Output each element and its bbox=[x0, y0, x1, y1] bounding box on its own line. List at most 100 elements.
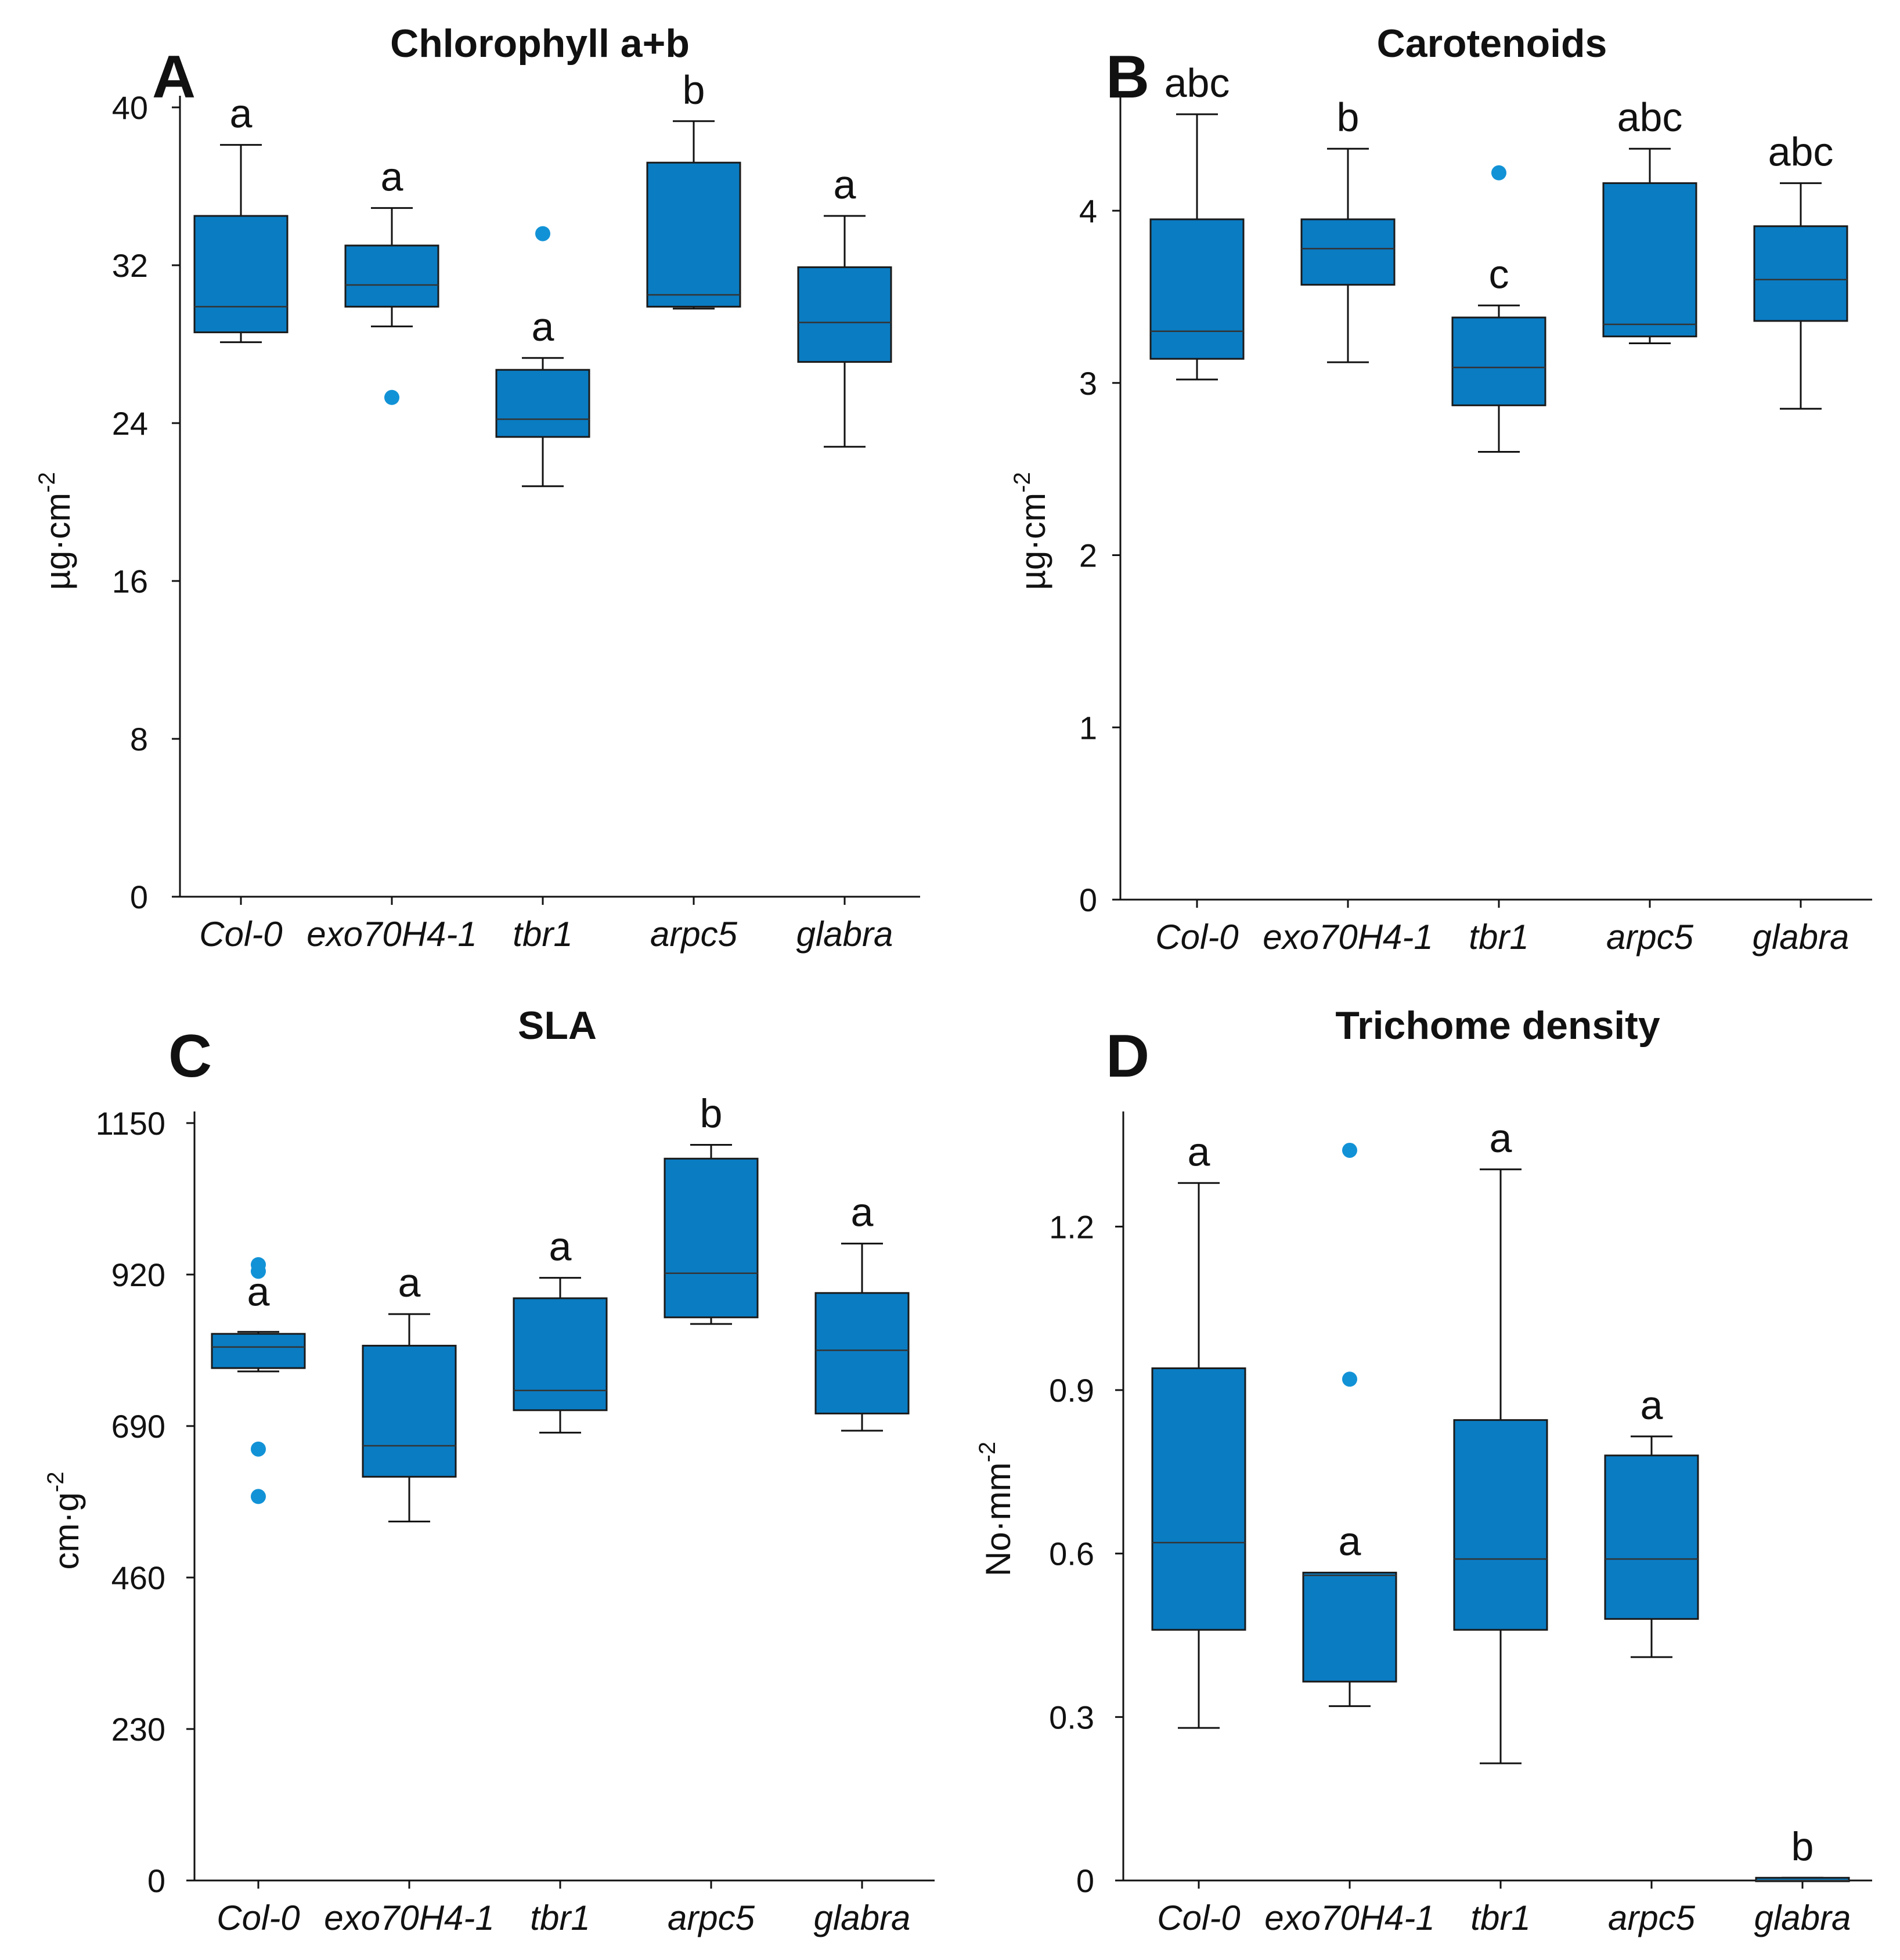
outlier-point bbox=[1342, 1142, 1357, 1158]
box-tbr1 bbox=[1451, 316, 1546, 406]
x-tick-label: tbr1 bbox=[1469, 918, 1528, 956]
significance-letter: a bbox=[549, 1224, 572, 1269]
x-tick-label: tbr1 bbox=[513, 915, 572, 954]
significance-letter: a bbox=[381, 154, 403, 199]
outlier-point bbox=[251, 1489, 266, 1504]
box-Col-0 bbox=[193, 215, 289, 334]
box-glabra bbox=[814, 1292, 910, 1414]
y-tick-label: 0.3 bbox=[1049, 1699, 1094, 1735]
significance-letter: b bbox=[1337, 95, 1360, 140]
box-arpc5 bbox=[664, 1157, 759, 1319]
y-tick-label: 0 bbox=[1079, 882, 1097, 918]
significance-letter: a bbox=[834, 162, 856, 207]
y-tick-label: 230 bbox=[111, 1711, 165, 1748]
x-tick-label: exo70H4-1 bbox=[1263, 918, 1433, 956]
y-tick-label: 32 bbox=[112, 247, 148, 284]
x-tick-label: Col-0 bbox=[217, 1898, 300, 1937]
x-tick-label: exo70H4-1 bbox=[307, 915, 477, 954]
significance-letter: b bbox=[683, 67, 705, 113]
x-tick-label: exo70H4-1 bbox=[324, 1898, 495, 1937]
y-tick-label: 0 bbox=[1076, 1862, 1094, 1899]
box-arpc5 bbox=[1602, 182, 1697, 338]
significance-letter: abc bbox=[1617, 95, 1683, 140]
outlier-point bbox=[1491, 165, 1506, 181]
significance-letter: a bbox=[1490, 1116, 1512, 1161]
outlier-point bbox=[251, 1441, 266, 1457]
box-Col-0 bbox=[1149, 218, 1245, 360]
x-tick-label: Col-0 bbox=[1155, 918, 1238, 956]
box-exo70H4-1 bbox=[344, 244, 439, 308]
significance-letter: a bbox=[532, 304, 554, 349]
y-tick-label: 460 bbox=[111, 1560, 165, 1596]
box-exo70H4-1 bbox=[1300, 218, 1396, 286]
significance-letter: a bbox=[1339, 1519, 1361, 1564]
y-tick-label: 0.9 bbox=[1049, 1372, 1094, 1409]
y-axis-label: µg·cm-2 bbox=[1010, 472, 1052, 590]
x-tick-label: tbr1 bbox=[530, 1898, 590, 1937]
outlier-point bbox=[384, 389, 399, 405]
x-tick-label: glabra bbox=[814, 1898, 911, 1937]
y-tick-label: 920 bbox=[111, 1257, 165, 1293]
y-axis-label: No·mm-2 bbox=[975, 1442, 1018, 1576]
x-tick-label: glabra bbox=[1753, 918, 1849, 956]
y-axis-label: µg·cm-2 bbox=[34, 472, 77, 590]
x-tick-label: Col-0 bbox=[1157, 1898, 1240, 1937]
y-tick-label: 0 bbox=[147, 1862, 165, 1899]
y-tick-label: 4 bbox=[1079, 193, 1097, 229]
significance-letter: c bbox=[1489, 251, 1509, 297]
box-glabra bbox=[1753, 225, 1848, 322]
y-tick-label: 1150 bbox=[96, 1105, 165, 1142]
chart-title: Chlorophyll a+b bbox=[390, 21, 690, 66]
box-exo70H4-1 bbox=[1302, 1572, 1397, 1683]
y-tick-label: 1.2 bbox=[1049, 1208, 1094, 1245]
significance-letter: a bbox=[1188, 1129, 1210, 1174]
box-glabra bbox=[1755, 1876, 1850, 1882]
significance-letter: a bbox=[1641, 1383, 1663, 1428]
significance-letter: b bbox=[1791, 1824, 1814, 1869]
chart-title: Carotenoids bbox=[1377, 21, 1607, 66]
significance-letter: abc bbox=[1164, 60, 1230, 106]
box-Col-0 bbox=[1151, 1367, 1246, 1631]
significance-letter: b bbox=[700, 1091, 723, 1136]
x-tick-label: glabra bbox=[796, 915, 893, 954]
x-tick-label: tbr1 bbox=[1470, 1898, 1530, 1937]
panel-letter: A bbox=[152, 44, 196, 111]
box-Col-0 bbox=[211, 1333, 306, 1369]
significance-letter: a bbox=[851, 1190, 874, 1235]
outlier-point bbox=[251, 1264, 266, 1279]
chart-title: SLA bbox=[518, 1004, 597, 1048]
significance-letter: a bbox=[230, 91, 253, 136]
panel-letter: D bbox=[1106, 1023, 1149, 1090]
y-tick-label: 8 bbox=[130, 721, 148, 757]
x-tick-label: glabra bbox=[1754, 1898, 1851, 1937]
box-arpc5 bbox=[1604, 1454, 1699, 1620]
significance-letter: a bbox=[247, 1269, 270, 1315]
outlier-point bbox=[535, 226, 550, 241]
box-tbr1 bbox=[1453, 1419, 1548, 1631]
y-tick-label: 3 bbox=[1079, 365, 1097, 402]
outlier-point bbox=[1342, 1371, 1357, 1387]
significance-letter: abc bbox=[1768, 129, 1834, 175]
x-tick-label: arpc5 bbox=[668, 1898, 755, 1937]
significance-letter: a bbox=[398, 1260, 421, 1305]
y-tick-label: 690 bbox=[111, 1408, 165, 1445]
box-tbr1 bbox=[495, 369, 590, 438]
y-tick-label: 0.6 bbox=[1049, 1536, 1094, 1572]
panel-b: B Carotenoids µg·cm-2 0 1 2 3 4 Col-0 abc exo70… bbox=[1010, 21, 1872, 956]
box-exo70H4-1 bbox=[362, 1345, 457, 1478]
y-tick-label: 40 bbox=[112, 89, 148, 126]
box-arpc5 bbox=[646, 161, 741, 308]
panel-d: D Trichome density No·mm-2 0 0.3 0.6 0.9 1.2… bbox=[975, 1004, 1872, 1937]
y-tick-label: 1 bbox=[1079, 709, 1097, 746]
box-tbr1 bbox=[513, 1297, 608, 1412]
x-tick-label: arpc5 bbox=[1608, 1898, 1696, 1937]
panel-letter: C bbox=[168, 1023, 212, 1090]
chart-title: Trichome density bbox=[1335, 1004, 1660, 1048]
panel-c: C SLA cm·g-2 0 230 460 690 920 1150 Col-0 a exo7… bbox=[43, 1004, 935, 1937]
y-tick-label: 16 bbox=[112, 563, 148, 600]
y-tick-label: 2 bbox=[1079, 537, 1097, 574]
box-glabra bbox=[797, 266, 892, 363]
x-tick-label: exo70H4-1 bbox=[1264, 1898, 1435, 1937]
x-tick-label: arpc5 bbox=[1606, 918, 1694, 956]
